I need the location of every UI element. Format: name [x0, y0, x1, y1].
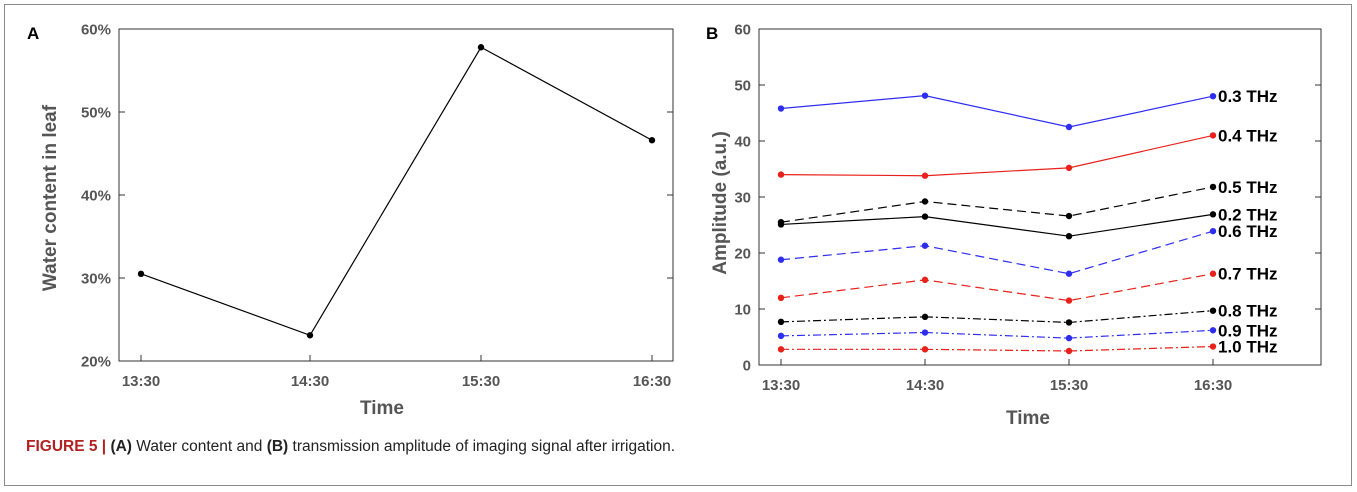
- caption-part-b: (B): [266, 438, 289, 455]
- series-line: [780, 230, 1214, 275]
- x-tick-label: 16:30: [1194, 377, 1232, 394]
- caption-text-1: Water content and: [131, 438, 267, 455]
- data-point: [1209, 307, 1217, 314]
- series-line: [780, 273, 1214, 302]
- x-tick-label: 13:30: [122, 373, 160, 390]
- data-point: [777, 221, 785, 228]
- y-tick-label: 40%: [81, 188, 111, 205]
- series-label: 0.2 THz: [1218, 205, 1278, 224]
- series-label: 0.4 THz: [1218, 126, 1278, 145]
- x-tick-label: 14:30: [291, 373, 329, 390]
- data-point: [477, 44, 485, 51]
- data-point: [1065, 212, 1073, 220]
- data-point: [1065, 270, 1073, 277]
- series-label: 0.7 THz: [1218, 265, 1278, 284]
- data-point: [921, 198, 929, 205]
- series-line: [780, 134, 1214, 177]
- plot-area-frame: [118, 28, 674, 362]
- data-point: [1209, 211, 1217, 218]
- data-point: [921, 276, 929, 284]
- y-tick-label: 60%: [81, 22, 111, 39]
- series-label: 0.5 THz: [1218, 178, 1278, 197]
- x-tick-label: 13:30: [762, 377, 800, 394]
- caption-part-a: (A): [110, 438, 132, 455]
- data-point: [777, 346, 785, 353]
- data-point: [777, 105, 785, 112]
- x-tick-label: 14:30: [906, 377, 944, 394]
- data-point: [921, 172, 929, 179]
- data-point: [1209, 183, 1217, 191]
- data-point: [1065, 319, 1073, 326]
- series-line: [140, 46, 653, 337]
- series-line: [780, 213, 1214, 237]
- y-tick-label: 10: [734, 302, 751, 319]
- data-point: [921, 242, 929, 249]
- data-point: [1065, 347, 1073, 355]
- data-point: [1065, 297, 1073, 304]
- series-line: [780, 329, 1214, 339]
- data-point: [1065, 334, 1073, 342]
- y-tick-label: 0: [743, 358, 751, 375]
- data-point: [648, 137, 656, 144]
- data-point: [1209, 227, 1217, 235]
- data-point: [1209, 270, 1217, 277]
- series-line: [781, 345, 1214, 352]
- y-tick-label: 20: [734, 246, 751, 263]
- caption-figure-label: FIGURE 5 |: [26, 438, 107, 455]
- series-line: [780, 310, 1214, 324]
- series-label: 0.3 THz: [1218, 87, 1278, 106]
- series-label: 0.6 THz: [1218, 222, 1278, 241]
- series-label: 1.0 THz: [1218, 338, 1278, 357]
- data-point: [921, 92, 929, 99]
- figure-frame: A Water content in leaf Time 20% 30% 40% 50…: [4, 4, 1352, 486]
- figure-caption: FIGURE 5 | (A) Water content and (B) tra…: [26, 438, 675, 456]
- data-point: [1209, 327, 1217, 334]
- x-tick-label: 16:30: [633, 373, 671, 390]
- y-tick-label: 60: [734, 22, 751, 39]
- data-point: [1209, 93, 1217, 100]
- series-label: 0.8 THz: [1218, 302, 1278, 321]
- x-tick-label: 15:30: [462, 373, 500, 390]
- y-tick-label: 40: [734, 134, 751, 151]
- data-point: [777, 171, 785, 178]
- data-point: [921, 313, 929, 321]
- data-point: [777, 294, 785, 301]
- caption-text-2: transmission amplitude of imaging signal…: [288, 438, 676, 455]
- panel-a-label: A: [27, 24, 39, 43]
- panel-a-chart: A Water content in leaf Time 20% 30% 40% 50…: [27, 22, 674, 419]
- data-point: [1209, 132, 1217, 139]
- panel-b-chart: B Amplitude (a.u.) Time 0 10 20 30 40 50 60 13:…: [706, 22, 1322, 429]
- y-tick-label: 30%: [81, 271, 111, 288]
- data-point: [921, 346, 929, 353]
- data-point: [921, 213, 929, 220]
- data-point: [1065, 164, 1073, 172]
- y-tick-label: 50%: [81, 105, 111, 122]
- panel-b-xlabel: Time: [1006, 408, 1050, 429]
- data-point: [1065, 123, 1073, 131]
- y-tick-label: 50: [734, 78, 751, 95]
- data-point: [777, 332, 785, 340]
- series-label: 0.9 THz: [1218, 321, 1278, 340]
- series-line: [780, 95, 1214, 128]
- series-line: [780, 186, 1214, 223]
- panel-b-ylabel: Amplitude (a.u.): [710, 131, 731, 275]
- y-tick-label: 30: [734, 190, 751, 207]
- data-point: [1065, 233, 1073, 240]
- data-point: [777, 256, 785, 263]
- data-point: [921, 329, 929, 336]
- figure-canvas: A Water content in leaf Time 20% 30% 40% 50…: [27, 22, 1322, 429]
- panel-a-ylabel: Water content in leaf: [40, 104, 61, 291]
- y-tick-label: 20%: [81, 354, 111, 371]
- panel-a-xlabel: Time: [360, 398, 404, 419]
- data-point: [306, 332, 314, 339]
- data-point: [777, 318, 785, 326]
- panel-b-label: B: [706, 24, 718, 43]
- data-point: [137, 270, 145, 278]
- data-point: [1209, 343, 1217, 350]
- x-tick-label: 15:30: [1050, 377, 1088, 394]
